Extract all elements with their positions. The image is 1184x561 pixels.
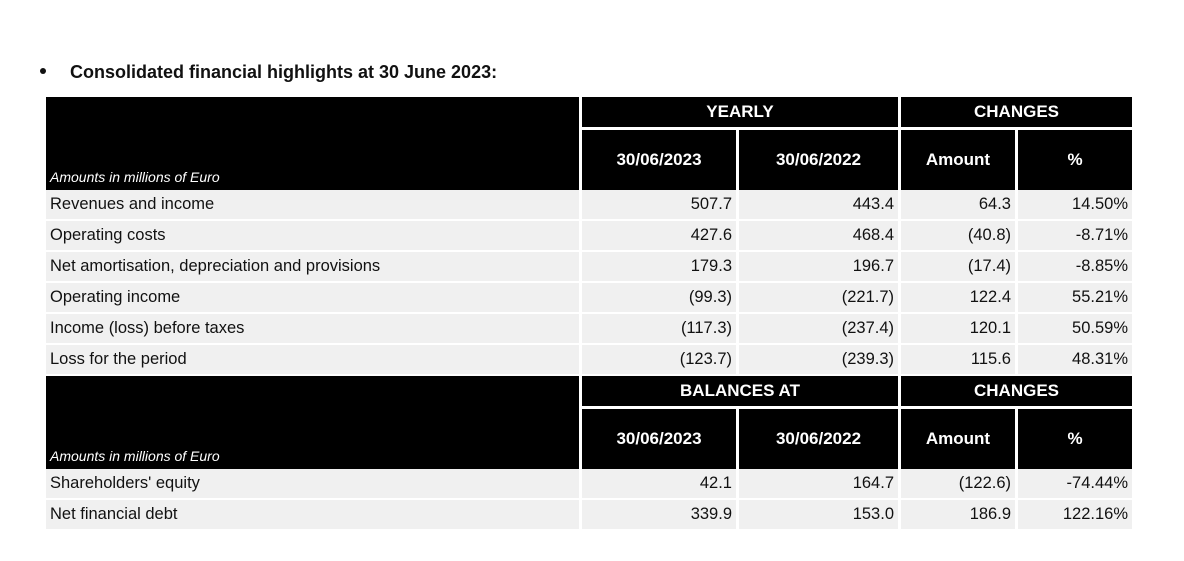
table-row: Operating income (99.3) (221.7) 122.4 55… <box>46 283 1133 314</box>
table-row: Shareholders' equity 42.1 164.7 (122.6) … <box>46 469 1133 500</box>
change-pct: 14.50% <box>1015 190 1133 221</box>
section1-amounts-label: Amounts in millions of Euro <box>46 169 579 190</box>
value-2022: (237.4) <box>736 314 898 345</box>
section1-group-yearly: YEARLY <box>579 97 898 130</box>
section2-group-header-row: Amounts in millions of Euro BALANCES AT … <box>46 376 1133 469</box>
section2-amounts-label: Amounts in millions of Euro <box>46 448 579 469</box>
section1-col-2023: 30/06/2023 <box>579 130 736 190</box>
table-row: Net financial debt 339.9 153.0 186.9 122… <box>46 500 1133 531</box>
bullet-icon <box>40 68 46 75</box>
value-2022: 164.7 <box>736 469 898 500</box>
change-pct: 48.31% <box>1015 345 1133 376</box>
row-label: Operating costs <box>46 221 579 252</box>
row-label: Loss for the period <box>46 345 579 376</box>
value-2023: (117.3) <box>579 314 736 345</box>
section1-col-amount: Amount <box>898 130 1015 190</box>
row-label: Income (loss) before taxes <box>46 314 579 345</box>
section2-col-amount: Amount <box>898 409 1015 469</box>
section1-label-cell: Amounts in millions of Euro <box>46 97 579 190</box>
row-label: Net amortisation, depreciation and provi… <box>46 252 579 283</box>
section2-col-pct: % <box>1015 409 1133 469</box>
value-2022: 468.4 <box>736 221 898 252</box>
value-2023: 179.3 <box>579 252 736 283</box>
change-pct: -8.71% <box>1015 221 1133 252</box>
financial-highlights-table: Amounts in millions of Euro YEARLY CHANG… <box>46 97 1133 531</box>
section2-label-cell: Amounts in millions of Euro <box>46 376 579 469</box>
change-amount: 186.9 <box>898 500 1015 531</box>
value-2022: 196.7 <box>736 252 898 283</box>
value-2023: 507.7 <box>579 190 736 221</box>
change-pct: 55.21% <box>1015 283 1133 314</box>
section2-col-2022: 30/06/2022 <box>736 409 898 469</box>
section2-column-header-row: 30/06/2023 30/06/2022 Amount % <box>46 409 1133 469</box>
change-amount: 115.6 <box>898 345 1015 376</box>
section2-group-balances: BALANCES AT <box>579 376 898 409</box>
change-amount: (40.8) <box>898 221 1015 252</box>
section2-group-changes: CHANGES <box>898 376 1133 409</box>
section1-col-pct: % <box>1015 130 1133 190</box>
value-2023: (99.3) <box>579 283 736 314</box>
table-row: Loss for the period (123.7) (239.3) 115.… <box>46 345 1133 376</box>
change-pct: 50.59% <box>1015 314 1133 345</box>
section-heading: Consolidated financial highlights at 30 … <box>40 62 497 83</box>
table-row: Revenues and income 507.7 443.4 64.3 14.… <box>46 190 1133 221</box>
change-pct: -74.44% <box>1015 469 1133 500</box>
value-2022: (221.7) <box>736 283 898 314</box>
change-amount: 120.1 <box>898 314 1015 345</box>
row-label: Revenues and income <box>46 190 579 221</box>
section1-col-2022: 30/06/2022 <box>736 130 898 190</box>
change-amount: 64.3 <box>898 190 1015 221</box>
row-label: Operating income <box>46 283 579 314</box>
table-row: Income (loss) before taxes (117.3) (237.… <box>46 314 1133 345</box>
section1-column-header-row: 30/06/2023 30/06/2022 Amount % <box>46 130 1133 190</box>
section1-group-header-row: Amounts in millions of Euro YEARLY CHANG… <box>46 97 1133 190</box>
section2-col-2023: 30/06/2023 <box>579 409 736 469</box>
table-row: Net amortisation, depreciation and provi… <box>46 252 1133 283</box>
value-2022: (239.3) <box>736 345 898 376</box>
value-2022: 443.4 <box>736 190 898 221</box>
section1-group-changes: CHANGES <box>898 97 1133 130</box>
value-2023: 42.1 <box>579 469 736 500</box>
value-2023: 427.6 <box>579 221 736 252</box>
change-amount: (17.4) <box>898 252 1015 283</box>
value-2023: (123.7) <box>579 345 736 376</box>
change-amount: 122.4 <box>898 283 1015 314</box>
change-pct: -8.85% <box>1015 252 1133 283</box>
heading-text: Consolidated financial highlights at 30 … <box>70 62 498 82</box>
row-label: Net financial debt <box>46 500 579 531</box>
change-pct: 122.16% <box>1015 500 1133 531</box>
value-2023: 339.9 <box>579 500 736 531</box>
table-row: Operating costs 427.6 468.4 (40.8) -8.71… <box>46 221 1133 252</box>
change-amount: (122.6) <box>898 469 1015 500</box>
row-label: Shareholders' equity <box>46 469 579 500</box>
value-2022: 153.0 <box>736 500 898 531</box>
